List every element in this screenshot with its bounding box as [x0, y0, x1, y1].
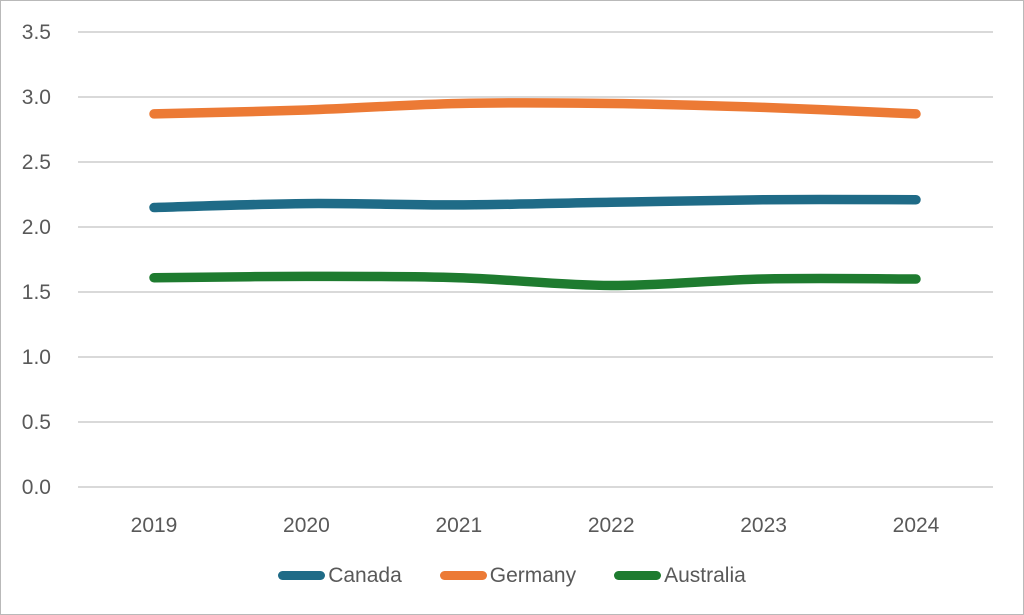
- legend-item-canada: Canada: [278, 565, 402, 586]
- legend-line-swatch-germany: [439, 570, 487, 580]
- legend-item-australia: Australia: [614, 565, 746, 586]
- y-tick-label: 3.0: [22, 86, 51, 109]
- series-line-canada: [149, 194, 921, 213]
- x-tick-label: 2021: [435, 514, 482, 537]
- y-tick-label: 1.0: [22, 346, 51, 369]
- legend-item-germany: Germany: [439, 563, 577, 587]
- y-tick-label: 2.0: [22, 216, 51, 239]
- chart-legend: Canada Germany Australia: [1, 558, 1023, 592]
- legend-label-australia: Australia: [664, 563, 746, 587]
- y-tick-label: 0.5: [22, 411, 51, 434]
- y-tick-label: 2.5: [22, 151, 51, 174]
- series-line-australia: [149, 271, 921, 291]
- legend-line-swatch-canada: [278, 570, 326, 580]
- y-tick-label: 1.5: [22, 281, 51, 304]
- x-tick-label: 2023: [740, 514, 787, 537]
- x-tick-label: 2024: [893, 514, 940, 537]
- legend-line-swatch-australia: [614, 570, 662, 580]
- legend-label-canada: Canada: [328, 563, 402, 587]
- x-tick-label: 2020: [283, 514, 330, 537]
- y-tick-label: 3.5: [22, 21, 51, 44]
- x-tick-label: 2019: [131, 514, 178, 537]
- y-tick-label: 0.0: [22, 476, 51, 499]
- x-tick-label: 2022: [588, 514, 635, 537]
- series-line-germany: [149, 98, 921, 119]
- legend-label-germany: Germany: [489, 563, 577, 587]
